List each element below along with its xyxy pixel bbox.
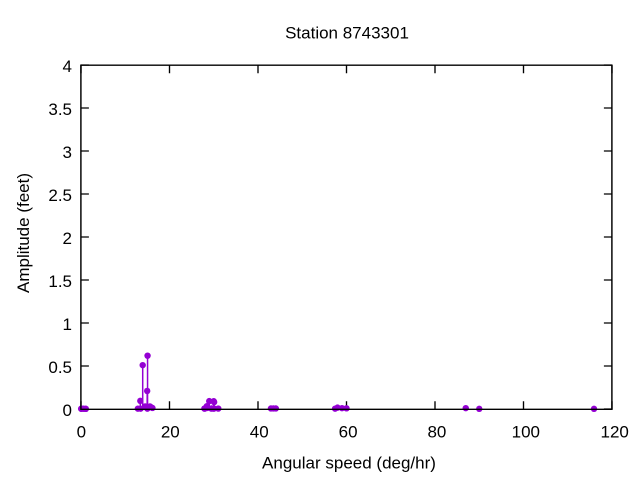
svg-text:2.5: 2.5 [48, 186, 72, 205]
svg-text:0.5: 0.5 [48, 358, 72, 377]
svg-text:1: 1 [63, 315, 72, 334]
svg-text:3.5: 3.5 [48, 100, 72, 119]
svg-text:60: 60 [339, 422, 358, 441]
svg-text:Station 8743301: Station 8743301 [285, 24, 409, 43]
svg-text:Amplitude (feet): Amplitude (feet) [14, 173, 33, 293]
svg-text:3: 3 [63, 143, 72, 162]
svg-text:Angular speed (deg/hr): Angular speed (deg/hr) [262, 454, 436, 473]
svg-text:100: 100 [512, 422, 540, 441]
svg-text:4: 4 [63, 57, 72, 76]
svg-text:40: 40 [250, 422, 269, 441]
svg-text:20: 20 [161, 422, 180, 441]
svg-text:120: 120 [601, 422, 629, 441]
svg-text:2: 2 [63, 229, 72, 248]
svg-text:0: 0 [77, 422, 86, 441]
svg-text:1.5: 1.5 [48, 272, 72, 291]
svg-text:80: 80 [427, 422, 446, 441]
svg-text:0: 0 [63, 401, 72, 420]
